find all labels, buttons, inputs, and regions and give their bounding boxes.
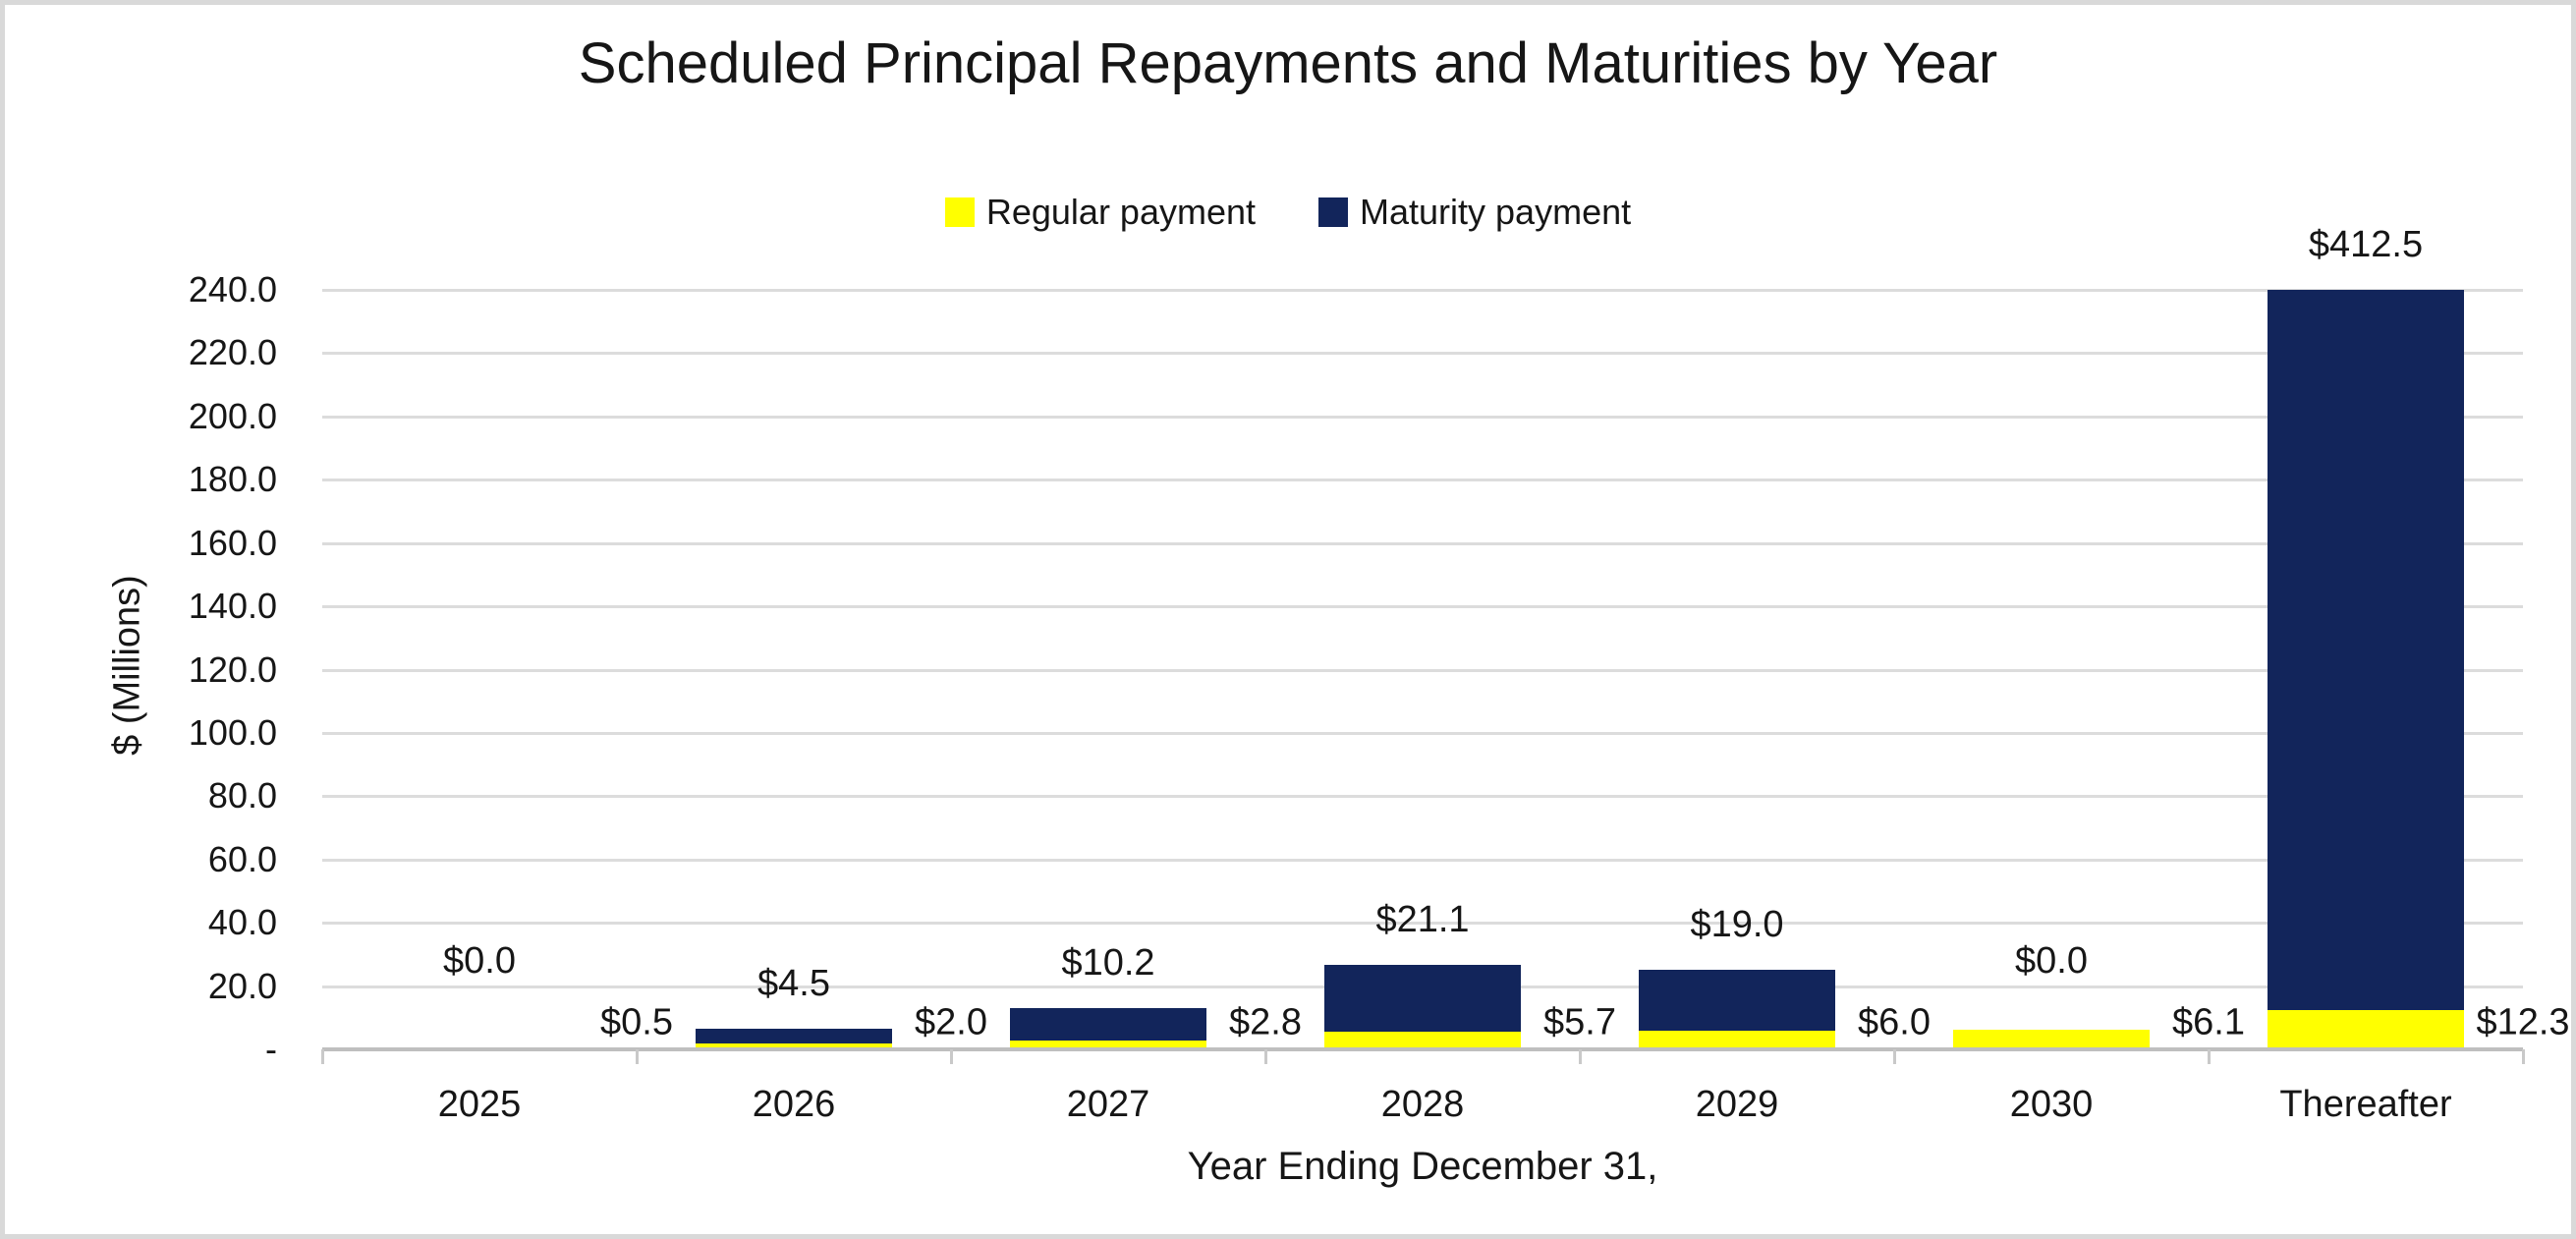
legend-color-swatch-regular-icon xyxy=(944,197,975,227)
bar-segment-regular xyxy=(1010,1040,1206,1049)
legend-label-maturity-payment: Maturity payment xyxy=(1360,192,1632,232)
data-label-regular: $5.7 xyxy=(1543,1001,1616,1043)
gridline xyxy=(322,922,2523,926)
y-axis-tick-label: 20.0 xyxy=(207,965,277,1006)
bar-Thereafter xyxy=(2268,290,2464,1049)
data-label-regular: $6.1 xyxy=(2172,1001,2245,1043)
gridline xyxy=(322,352,2523,356)
x-axis-category-label: 2028 xyxy=(1380,1084,1465,1125)
x-axis-category-label: 2030 xyxy=(2009,1084,2094,1125)
x-axis-tick xyxy=(321,1049,324,1064)
bar-2030 xyxy=(1953,1030,2150,1049)
data-label-regular: $2.8 xyxy=(1229,1001,1302,1043)
data-label-regular: $2.0 xyxy=(915,1001,987,1043)
y-axis-tick-label: 100.0 xyxy=(188,711,277,753)
gridline xyxy=(322,415,2523,419)
chart-title: Scheduled Principal Repayments and Matur… xyxy=(578,31,1998,95)
y-axis-tick-label: 40.0 xyxy=(207,902,277,943)
y-axis-tick-label: - xyxy=(265,1029,277,1069)
gridline xyxy=(322,731,2523,735)
bar-2026 xyxy=(696,1029,892,1049)
bar-segment-maturity xyxy=(1324,964,1521,1032)
x-axis-tick xyxy=(1893,1049,1896,1064)
y-axis-tick-label: 60.0 xyxy=(207,838,277,879)
x-axis-tick xyxy=(2208,1049,2211,1064)
legend: Regular payment Maturity payment xyxy=(5,192,2571,233)
gridline xyxy=(322,605,2523,609)
legend-item-regular-payment: Regular payment xyxy=(944,192,1257,233)
y-axis-tick-label: 80.0 xyxy=(207,775,277,817)
bar-2029 xyxy=(1639,970,1835,1049)
y-axis-tick-label: 180.0 xyxy=(188,459,277,500)
bar-2028 xyxy=(1324,964,1521,1049)
x-axis-tick xyxy=(1579,1049,1582,1064)
bar-segment-regular xyxy=(1953,1030,2150,1049)
bar-segment-regular xyxy=(1324,1031,1521,1049)
gridline xyxy=(322,795,2523,799)
x-axis-title: Year Ending December 31, xyxy=(1187,1145,1658,1188)
data-label-maturity: $0.0 xyxy=(443,940,516,982)
data-label-regular: $12.3 xyxy=(2476,1001,2570,1043)
bar-segment-maturity xyxy=(696,1029,892,1043)
data-label-maturity: $412.5 xyxy=(2308,224,2424,265)
y-axis-tick-label: 160.0 xyxy=(188,522,277,563)
y-axis-tick-label: 140.0 xyxy=(188,586,277,627)
gridline xyxy=(322,668,2523,672)
bar-segment-maturity xyxy=(1639,970,1835,1031)
data-label-maturity: $4.5 xyxy=(757,963,830,1005)
bar-segment-regular xyxy=(2268,1010,2464,1049)
y-axis-tick-label: 220.0 xyxy=(188,332,277,373)
legend-label-regular-payment: Regular payment xyxy=(985,192,1257,232)
x-axis-category-label: 2025 xyxy=(437,1084,522,1125)
data-label-maturity: $0.0 xyxy=(2015,940,2088,982)
bar-segment-regular xyxy=(696,1042,892,1049)
y-axis-tick-label: 200.0 xyxy=(188,395,277,436)
x-axis-tick xyxy=(636,1049,639,1064)
legend-color-swatch-maturity-icon xyxy=(1318,197,1349,227)
gridline xyxy=(322,289,2523,292)
y-axis-tick-label: 120.0 xyxy=(188,648,277,690)
data-label-maturity: $19.0 xyxy=(1690,904,1784,946)
gridline xyxy=(322,541,2523,545)
gridline xyxy=(322,479,2523,482)
bar-2027 xyxy=(1010,1008,1206,1049)
bar-segment-regular xyxy=(1639,1030,1835,1049)
x-axis-tick xyxy=(950,1049,953,1064)
data-label-maturity: $21.1 xyxy=(1375,898,1470,940)
data-label-maturity: $10.2 xyxy=(1061,942,1155,985)
bar-segment-maturity xyxy=(1010,1008,1206,1041)
bar-segment-maturity xyxy=(2268,290,2464,1011)
data-label-regular: $6.0 xyxy=(1858,1001,1931,1043)
x-axis-category-label: 2029 xyxy=(1695,1084,1779,1125)
x-axis-tick xyxy=(1264,1049,1267,1064)
data-label-regular: $0.5 xyxy=(600,1001,673,1043)
x-axis-line xyxy=(322,1047,2523,1051)
x-axis-category-label: 2027 xyxy=(1066,1084,1150,1125)
y-axis-tick-label: 240.0 xyxy=(188,269,277,310)
gridline xyxy=(322,858,2523,862)
legend-item-maturity-payment: Maturity payment xyxy=(1318,192,1631,233)
x-axis-category-label: 2026 xyxy=(752,1084,836,1125)
x-axis-category-label: Thereafter xyxy=(2279,1084,2452,1125)
x-axis-tick xyxy=(2522,1049,2525,1064)
